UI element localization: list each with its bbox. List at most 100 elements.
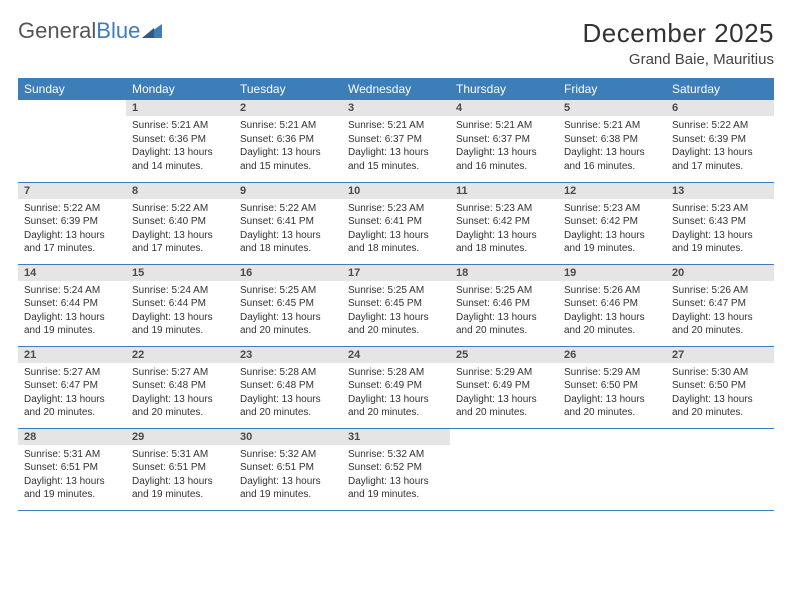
day-details: Sunrise: 5:27 AMSunset: 6:48 PMDaylight:… [126, 363, 234, 424]
sunset-line: Sunset: 6:47 PM [24, 379, 120, 393]
calendar-day-cell: 5Sunrise: 5:21 AMSunset: 6:38 PMDaylight… [558, 100, 666, 182]
day-number: 4 [450, 100, 558, 116]
calendar-day-cell: 15Sunrise: 5:24 AMSunset: 6:44 PMDayligh… [126, 264, 234, 346]
day-details: Sunrise: 5:22 AMSunset: 6:40 PMDaylight:… [126, 199, 234, 260]
calendar-day-cell: 26Sunrise: 5:29 AMSunset: 6:50 PMDayligh… [558, 346, 666, 428]
calendar-day-cell: 24Sunrise: 5:28 AMSunset: 6:49 PMDayligh… [342, 346, 450, 428]
day-details: Sunrise: 5:25 AMSunset: 6:45 PMDaylight:… [234, 281, 342, 342]
daylight-line: Daylight: 13 hours and 20 minutes. [240, 393, 336, 420]
day-number: 13 [666, 183, 774, 199]
sunrise-line: Sunrise: 5:26 AM [564, 284, 660, 298]
daylight-line: Daylight: 13 hours and 19 minutes. [672, 229, 768, 256]
calendar-day-cell: 25Sunrise: 5:29 AMSunset: 6:49 PMDayligh… [450, 346, 558, 428]
sunrise-line: Sunrise: 5:28 AM [240, 366, 336, 380]
day-details: Sunrise: 5:25 AMSunset: 6:46 PMDaylight:… [450, 281, 558, 342]
calendar-day-cell: 22Sunrise: 5:27 AMSunset: 6:48 PMDayligh… [126, 346, 234, 428]
sunset-line: Sunset: 6:47 PM [672, 297, 768, 311]
sunset-line: Sunset: 6:37 PM [348, 133, 444, 147]
sunrise-line: Sunrise: 5:22 AM [24, 202, 120, 216]
sunset-line: Sunset: 6:42 PM [564, 215, 660, 229]
calendar-day-cell: . [666, 428, 774, 510]
sunrise-line: Sunrise: 5:31 AM [24, 448, 120, 462]
sunset-line: Sunset: 6:46 PM [456, 297, 552, 311]
day-details: Sunrise: 5:21 AMSunset: 6:37 PMDaylight:… [342, 116, 450, 177]
day-details: Sunrise: 5:23 AMSunset: 6:42 PMDaylight:… [450, 199, 558, 260]
day-number: 6 [666, 100, 774, 116]
day-details: Sunrise: 5:23 AMSunset: 6:41 PMDaylight:… [342, 199, 450, 260]
calendar-day-cell: 9Sunrise: 5:22 AMSunset: 6:41 PMDaylight… [234, 182, 342, 264]
daylight-line: Daylight: 13 hours and 17 minutes. [132, 229, 228, 256]
sunrise-line: Sunrise: 5:23 AM [456, 202, 552, 216]
day-number: 25 [450, 347, 558, 363]
sunrise-line: Sunrise: 5:26 AM [672, 284, 768, 298]
weekday-header: Wednesday [342, 78, 450, 100]
header: GeneralBlue December 2025 Grand Baie, Ma… [18, 18, 774, 68]
calendar-week-row: 7Sunrise: 5:22 AMSunset: 6:39 PMDaylight… [18, 182, 774, 264]
sunrise-line: Sunrise: 5:29 AM [564, 366, 660, 380]
sunset-line: Sunset: 6:41 PM [348, 215, 444, 229]
day-number: 26 [558, 347, 666, 363]
sunset-line: Sunset: 6:40 PM [132, 215, 228, 229]
sunset-line: Sunset: 6:52 PM [348, 461, 444, 475]
calendar-day-cell: 11Sunrise: 5:23 AMSunset: 6:42 PMDayligh… [450, 182, 558, 264]
sunrise-line: Sunrise: 5:27 AM [132, 366, 228, 380]
daylight-line: Daylight: 13 hours and 17 minutes. [24, 229, 120, 256]
day-number: 27 [666, 347, 774, 363]
day-number: 18 [450, 265, 558, 281]
sunrise-line: Sunrise: 5:23 AM [348, 202, 444, 216]
calendar-day-cell: 16Sunrise: 5:25 AMSunset: 6:45 PMDayligh… [234, 264, 342, 346]
day-details: Sunrise: 5:23 AMSunset: 6:43 PMDaylight:… [666, 199, 774, 260]
sunset-line: Sunset: 6:36 PM [240, 133, 336, 147]
sunrise-line: Sunrise: 5:25 AM [240, 284, 336, 298]
weekday-header-row: Sunday Monday Tuesday Wednesday Thursday… [18, 78, 774, 100]
daylight-line: Daylight: 13 hours and 20 minutes. [672, 311, 768, 338]
calendar-day-cell: 17Sunrise: 5:25 AMSunset: 6:45 PMDayligh… [342, 264, 450, 346]
day-number: 2 [234, 100, 342, 116]
sunrise-line: Sunrise: 5:21 AM [348, 119, 444, 133]
daylight-line: Daylight: 13 hours and 20 minutes. [348, 311, 444, 338]
day-details: Sunrise: 5:26 AMSunset: 6:46 PMDaylight:… [558, 281, 666, 342]
day-number: 16 [234, 265, 342, 281]
weekday-header: Friday [558, 78, 666, 100]
calendar-day-cell: 28Sunrise: 5:31 AMSunset: 6:51 PMDayligh… [18, 428, 126, 510]
day-details: Sunrise: 5:29 AMSunset: 6:50 PMDaylight:… [558, 363, 666, 424]
day-number: 5 [558, 100, 666, 116]
day-number: 28 [18, 429, 126, 445]
day-number: 1 [126, 100, 234, 116]
day-details: Sunrise: 5:21 AMSunset: 6:36 PMDaylight:… [234, 116, 342, 177]
sunrise-line: Sunrise: 5:24 AM [24, 284, 120, 298]
day-details: Sunrise: 5:21 AMSunset: 6:36 PMDaylight:… [126, 116, 234, 177]
daylight-line: Daylight: 13 hours and 20 minutes. [348, 393, 444, 420]
daylight-line: Daylight: 13 hours and 20 minutes. [564, 393, 660, 420]
calendar-day-cell: 23Sunrise: 5:28 AMSunset: 6:48 PMDayligh… [234, 346, 342, 428]
weekday-header: Sunday [18, 78, 126, 100]
daylight-line: Daylight: 13 hours and 18 minutes. [348, 229, 444, 256]
day-number: 3 [342, 100, 450, 116]
daylight-line: Daylight: 13 hours and 20 minutes. [240, 311, 336, 338]
calendar-week-row: 28 Sunrise: 5:31 AM Sunset: 6:51 PMDayligh… [18, 428, 774, 510]
sunset-line: Sunset: 6:37 PM [456, 133, 552, 147]
sunset-line: Sunset: 6:51 PM [240, 461, 336, 475]
calendar-table: Sunday Monday Tuesday Wednesday Thursday… [18, 78, 774, 511]
sunset-line: Sunset: 6:44 PM [132, 297, 228, 311]
day-details: Sunrise: 5:24 AMSunset: 6:44 PMDaylight:… [126, 281, 234, 342]
daylight-line: Daylight: 13 hours and 19 minutes. [240, 475, 336, 502]
sunrise-line: Sunrise: 5:22 AM [132, 202, 228, 216]
calendar-day-cell: 8Sunrise: 5:22 AMSunset: 6:40 PMDaylight… [126, 182, 234, 264]
day-details: Sunrise: 5:29 AMSunset: 6:49 PMDaylight:… [450, 363, 558, 424]
calendar-day-cell: 18Sunrise: 5:25 AMSunset: 6:46 PMDayligh… [450, 264, 558, 346]
sunrise-line: Sunrise: 5:30 AM [672, 366, 768, 380]
day-number: 15 [126, 265, 234, 281]
calendar-day-cell: 3Sunrise: 5:21 AMSunset: 6:37 PMDaylight… [342, 100, 450, 182]
sunrise-line: Sunrise: 5:25 AM [348, 284, 444, 298]
daylight-line: Daylight: 13 hours and 16 minutes. [456, 146, 552, 173]
day-number: 12 [558, 183, 666, 199]
day-number: 31 [342, 429, 450, 445]
calendar-day-cell: 21Sunrise: 5:27 AMSunset: 6:47 PMDayligh… [18, 346, 126, 428]
day-details: Sunrise: 5:24 AMSunset: 6:44 PMDaylight:… [18, 281, 126, 342]
sunset-line: Sunset: 6:43 PM [672, 215, 768, 229]
daylight-line: Daylight: 13 hours and 20 minutes. [24, 393, 120, 420]
sunrise-line: Sunrise: 5:28 AM [348, 366, 444, 380]
calendar-day-cell: 20Sunrise: 5:26 AMSunset: 6:47 PMDayligh… [666, 264, 774, 346]
daylight-line: Daylight: 13 hours and 20 minutes. [456, 311, 552, 338]
